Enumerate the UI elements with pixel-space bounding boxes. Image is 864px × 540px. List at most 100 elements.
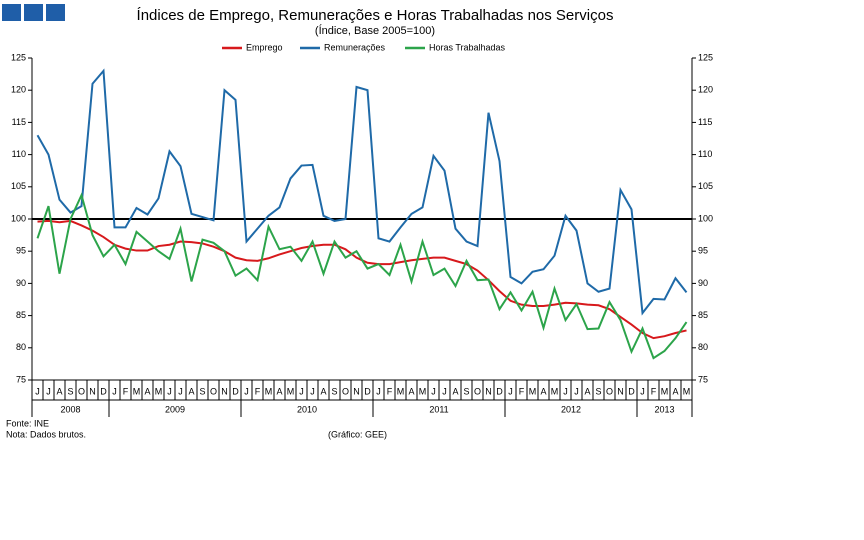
x-tick-label: M <box>419 386 427 396</box>
logo-square <box>2 4 21 21</box>
x-tick-label: N <box>221 386 228 396</box>
x-tick-label: A <box>320 386 326 396</box>
legend-label: Horas Trabalhadas <box>429 42 506 52</box>
x-tick-label: D <box>496 386 503 396</box>
x-tick-label: S <box>67 386 73 396</box>
year-label: 2009 <box>165 404 185 414</box>
x-tick-label: J <box>563 386 568 396</box>
series-line <box>36 192 688 360</box>
logo-square <box>24 4 43 21</box>
y-tick-label: 125 <box>11 52 26 62</box>
x-tick-label: F <box>255 386 261 396</box>
x-tick-label: J <box>112 386 117 396</box>
x-tick-label: D <box>100 386 107 396</box>
x-tick-label: M <box>155 386 163 396</box>
y2-tick-label: 75 <box>698 374 708 384</box>
x-tick-label: D <box>232 386 239 396</box>
x-tick-label: A <box>144 386 150 396</box>
x-tick-label: N <box>617 386 624 396</box>
x-tick-label: J <box>508 386 513 396</box>
note: Nota: Dados brutos. <box>6 429 86 439</box>
x-tick-label: A <box>276 386 282 396</box>
x-tick-label: F <box>519 386 525 396</box>
y2-tick-label: 125 <box>698 52 713 62</box>
y-tick-label: 105 <box>11 181 26 191</box>
x-tick-label: N <box>89 386 96 396</box>
x-tick-label: N <box>485 386 492 396</box>
y-tick-label: 95 <box>16 246 26 256</box>
x-tick-label: M <box>683 386 691 396</box>
x-tick-label: S <box>199 386 205 396</box>
legend-label: Remunerações <box>324 42 386 52</box>
x-tick-label: M <box>287 386 295 396</box>
x-tick-label: O <box>474 386 481 396</box>
logo-square <box>46 4 65 21</box>
x-tick-label: J <box>640 386 645 396</box>
x-tick-label: A <box>408 386 414 396</box>
x-tick-label: M <box>133 386 141 396</box>
x-tick-label: J <box>431 386 436 396</box>
note: Fonte: INE <box>6 418 49 428</box>
x-tick-label: F <box>651 386 657 396</box>
year-label: 2011 <box>429 404 448 414</box>
year-label: 2010 <box>297 404 317 414</box>
x-tick-label: J <box>442 386 447 396</box>
source: (Gráfico: GEE) <box>328 429 387 439</box>
y2-tick-label: 120 <box>698 85 713 95</box>
x-tick-label: S <box>595 386 601 396</box>
x-tick-label: A <box>452 386 458 396</box>
x-tick-label: J <box>244 386 249 396</box>
legend-label: Emprego <box>246 42 283 52</box>
y2-tick-label: 110 <box>698 149 712 159</box>
y-tick-label: 115 <box>12 117 26 127</box>
y2-tick-label: 95 <box>698 246 708 256</box>
x-tick-label: F <box>123 386 129 396</box>
x-tick-label: D <box>364 386 371 396</box>
x-tick-label: J <box>310 386 315 396</box>
y-tick-label: 75 <box>16 374 26 384</box>
x-tick-label: J <box>299 386 304 396</box>
x-tick-label: M <box>661 386 669 396</box>
x-tick-label: D <box>628 386 635 396</box>
x-tick-label: S <box>331 386 337 396</box>
x-tick-label: J <box>35 386 40 396</box>
x-tick-label: A <box>672 386 678 396</box>
x-tick-label: A <box>584 386 590 396</box>
y-tick-label: 80 <box>16 342 26 352</box>
chart-title: Índices de Emprego, Remunerações e Horas… <box>137 7 614 24</box>
y2-tick-label: 100 <box>698 213 713 223</box>
year-label: 2008 <box>60 404 80 414</box>
year-label: 2013 <box>654 404 674 414</box>
x-tick-label: O <box>78 386 85 396</box>
x-tick-label: M <box>529 386 537 396</box>
x-tick-label: J <box>376 386 381 396</box>
y2-tick-label: 80 <box>698 342 708 352</box>
x-tick-label: O <box>210 386 217 396</box>
y-tick-label: 85 <box>16 310 26 320</box>
x-tick-label: O <box>342 386 349 396</box>
year-label: 2012 <box>561 404 581 414</box>
x-tick-label: J <box>178 386 183 396</box>
x-tick-label: A <box>540 386 546 396</box>
y-tick-label: 110 <box>12 149 26 159</box>
x-tick-label: A <box>188 386 194 396</box>
x-tick-label: M <box>551 386 559 396</box>
series-line <box>36 68 688 316</box>
x-tick-label: J <box>574 386 579 396</box>
x-tick-label: M <box>265 386 273 396</box>
x-tick-label: N <box>353 386 360 396</box>
y2-tick-label: 85 <box>698 310 708 320</box>
x-tick-label: O <box>606 386 613 396</box>
x-tick-label: M <box>397 386 405 396</box>
x-tick-label: J <box>46 386 51 396</box>
x-tick-label: A <box>56 386 62 396</box>
x-tick-label: F <box>387 386 393 396</box>
y-tick-label: 120 <box>11 85 26 95</box>
chart-subtitle: (Índice, Base 2005=100) <box>315 24 435 37</box>
y2-tick-label: 90 <box>698 278 708 288</box>
y-tick-label: 100 <box>11 213 26 223</box>
y2-tick-label: 115 <box>698 117 712 127</box>
x-tick-label: S <box>463 386 469 396</box>
